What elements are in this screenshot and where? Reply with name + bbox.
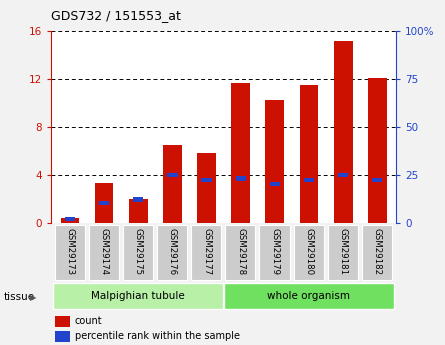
Text: Malpighian tubule: Malpighian tubule — [91, 292, 185, 301]
Bar — [61, 218, 79, 223]
Bar — [55, 316, 70, 327]
Bar — [231, 82, 250, 223]
Bar — [55, 331, 70, 342]
FancyBboxPatch shape — [224, 283, 394, 309]
Bar — [372, 178, 382, 183]
FancyBboxPatch shape — [55, 225, 85, 280]
Bar — [334, 41, 352, 223]
Text: GSM29174: GSM29174 — [100, 228, 109, 275]
Text: GSM29173: GSM29173 — [65, 228, 74, 275]
Bar — [299, 85, 318, 223]
FancyBboxPatch shape — [225, 225, 255, 280]
Bar — [202, 178, 212, 183]
FancyBboxPatch shape — [362, 225, 392, 280]
Text: GSM29181: GSM29181 — [339, 228, 348, 275]
Text: count: count — [75, 316, 102, 326]
Bar — [163, 145, 182, 223]
FancyBboxPatch shape — [328, 225, 358, 280]
Bar — [129, 199, 148, 223]
Text: whole organism: whole organism — [267, 292, 351, 301]
FancyBboxPatch shape — [53, 283, 223, 309]
Text: GSM29179: GSM29179 — [270, 228, 279, 275]
FancyBboxPatch shape — [259, 225, 290, 280]
Text: GSM29176: GSM29176 — [168, 228, 177, 275]
Bar — [338, 172, 348, 177]
Bar — [197, 153, 216, 223]
Text: GDS732 / 151553_at: GDS732 / 151553_at — [51, 9, 181, 22]
Text: tissue: tissue — [4, 293, 35, 302]
Bar — [265, 100, 284, 223]
Bar — [167, 172, 178, 177]
Text: ▶: ▶ — [30, 293, 37, 302]
Bar — [95, 183, 113, 223]
Bar — [235, 176, 246, 180]
Text: GSM29178: GSM29178 — [236, 228, 245, 275]
FancyBboxPatch shape — [89, 225, 119, 280]
FancyBboxPatch shape — [123, 225, 153, 280]
Bar — [99, 201, 109, 206]
Bar — [270, 182, 280, 186]
Text: GSM29182: GSM29182 — [373, 228, 382, 275]
Text: GSM29175: GSM29175 — [134, 228, 143, 275]
Text: GSM29180: GSM29180 — [304, 228, 313, 275]
Text: percentile rank within the sample: percentile rank within the sample — [75, 332, 239, 342]
FancyBboxPatch shape — [191, 225, 221, 280]
Bar — [133, 197, 143, 201]
FancyBboxPatch shape — [294, 225, 324, 280]
Bar — [304, 178, 314, 183]
Bar — [368, 78, 387, 223]
Text: GSM29177: GSM29177 — [202, 228, 211, 275]
FancyBboxPatch shape — [157, 225, 187, 280]
Bar — [65, 217, 75, 221]
